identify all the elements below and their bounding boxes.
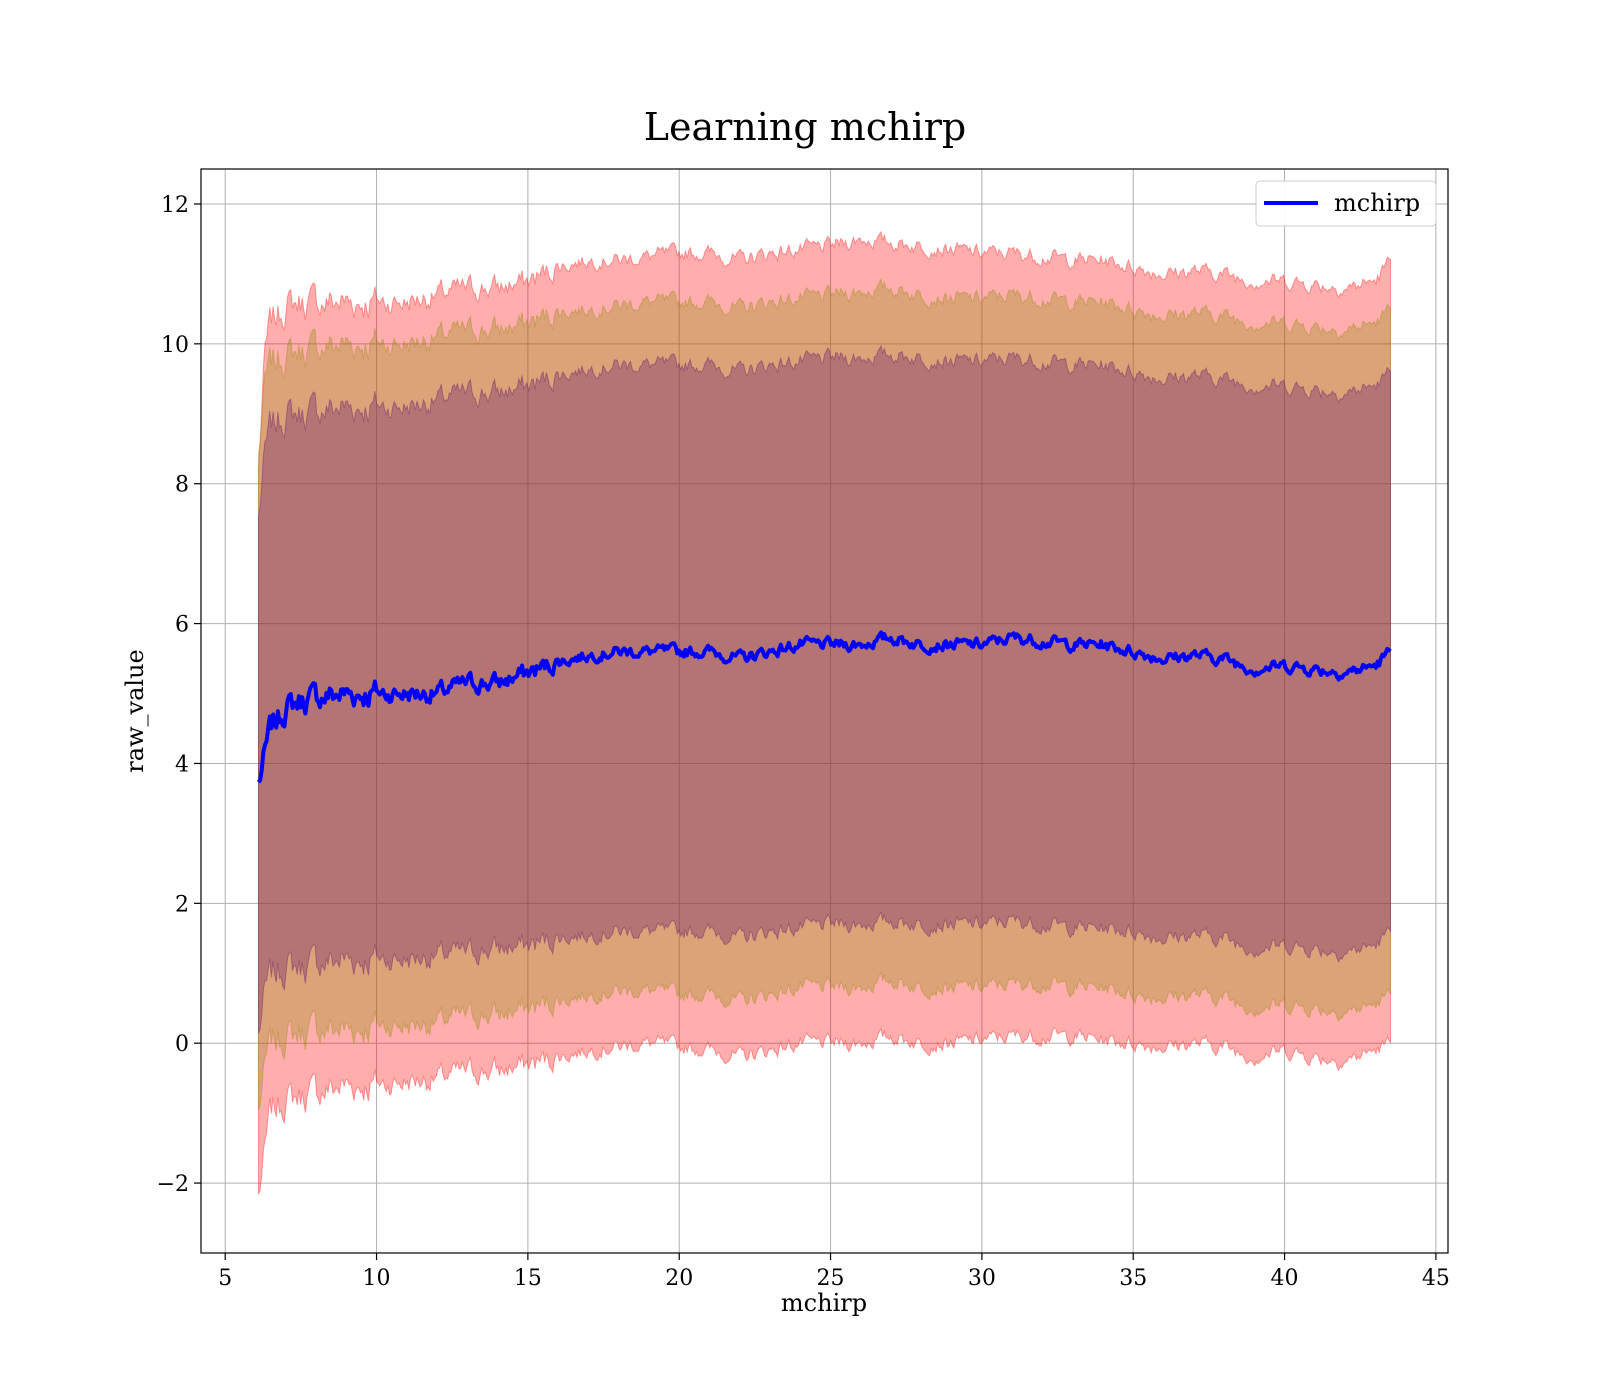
x-tick-label-7: 40 — [1271, 1266, 1299, 1291]
y-grid — [201, 203, 1448, 1184]
y-tick-label-6: 10 — [161, 333, 189, 358]
series-lines — [256, 630, 1392, 784]
x-tick-label-4: 25 — [817, 1266, 845, 1291]
confidence-band-2 — [258, 344, 1391, 1034]
x-tick-label-5: 30 — [968, 1266, 996, 1291]
y-tick-label-4: 6 — [175, 613, 189, 638]
x-tick-label-2: 15 — [514, 1266, 542, 1291]
legend-label-mchirp: mchirp — [1334, 189, 1420, 217]
x-tick-label-0: 5 — [218, 1266, 232, 1291]
legend: mchirp — [1255, 180, 1437, 227]
y-tick-label-5: 8 — [175, 473, 189, 498]
confidence-bands — [258, 230, 1391, 1195]
y-tick-label-2: 2 — [175, 892, 189, 917]
x-tick-label-3: 20 — [665, 1266, 693, 1291]
confidence-band-0 — [258, 230, 1391, 1195]
chart-title: Learning mchirp — [644, 105, 966, 149]
x-grid — [224, 169, 1437, 1253]
y-ticks: −2 0 2 4 6 8 10 12 — [157, 193, 201, 1197]
series-line-mchirp — [256, 630, 1392, 784]
legend-box — [1255, 180, 1437, 227]
y-tick-label-0: −2 — [157, 1172, 189, 1197]
x-tick-label-8: 45 — [1422, 1266, 1450, 1291]
y-tick-label-7: 12 — [161, 193, 189, 218]
x-tick-label-1: 10 — [363, 1266, 391, 1291]
x-ticks: 5 10 15 20 25 30 35 40 45 — [218, 1253, 1450, 1291]
y-axis-label: raw_value — [121, 649, 149, 773]
x-axis-label: mchirp — [781, 1289, 867, 1317]
x-tick-label-6: 35 — [1119, 1266, 1147, 1291]
y-tick-label-1: 0 — [175, 1032, 189, 1057]
plot-area-frame — [200, 168, 1449, 1254]
confidence-band-1 — [258, 278, 1391, 1111]
y-tick-label-3: 4 — [175, 752, 189, 777]
